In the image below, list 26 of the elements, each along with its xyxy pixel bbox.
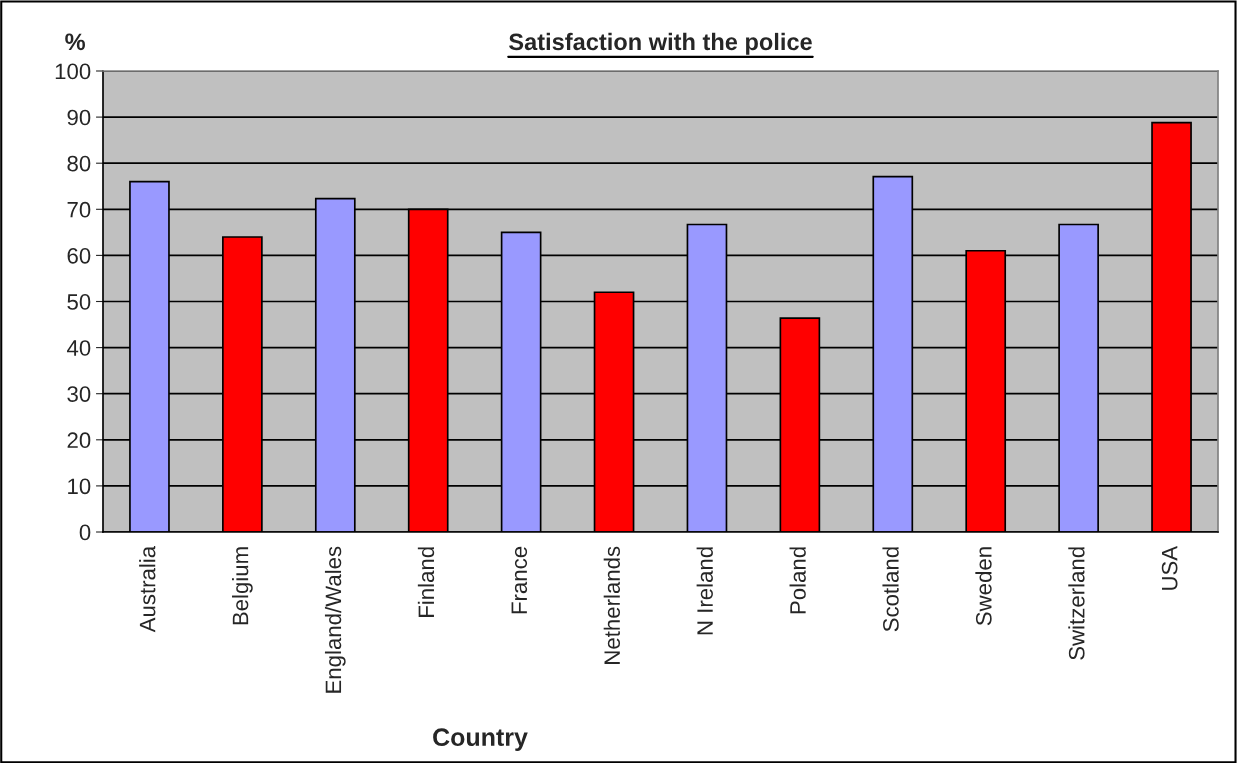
- x-axis-title: Country: [433, 728, 528, 751]
- y-tick-label: 60: [67, 247, 91, 264]
- y-tick-label: 70: [67, 201, 91, 218]
- x-tick-label: USA: [1161, 545, 1178, 590]
- y-tick-label: 50: [67, 294, 91, 310]
- x-tick-label: Australia: [139, 545, 156, 633]
- y-axis-title: %: [65, 33, 85, 51]
- x-tick-label: Netherlands: [603, 546, 621, 664]
- chart-title: Satisfaction with the police: [509, 32, 812, 55]
- y-tick-label: 40: [66, 340, 91, 356]
- y-tick-label: 10: [68, 478, 91, 495]
- x-tick-label: Poland: [789, 547, 806, 614]
- x-tick-label: Sweden: [975, 547, 992, 626]
- x-tick-label: Finland: [417, 547, 435, 617]
- y-tick-label: 80: [67, 155, 91, 172]
- x-tick-label: Switzerland: [1068, 547, 1085, 660]
- y-tick-label: 100: [55, 63, 91, 80]
- y-tick-label: 20: [67, 432, 91, 449]
- x-tick-label: Belgium: [232, 547, 253, 625]
- y-tick-label: 90: [67, 109, 91, 126]
- x-tick-label: France: [511, 546, 528, 614]
- y-tick-label: 0: [79, 524, 91, 541]
- x-tick-label: Scotland: [882, 547, 899, 632]
- x-tick-label: England/Wales: [324, 546, 346, 693]
- y-tick-label: 30: [67, 386, 91, 402]
- x-tick-label: N Ireland: [696, 547, 713, 635]
